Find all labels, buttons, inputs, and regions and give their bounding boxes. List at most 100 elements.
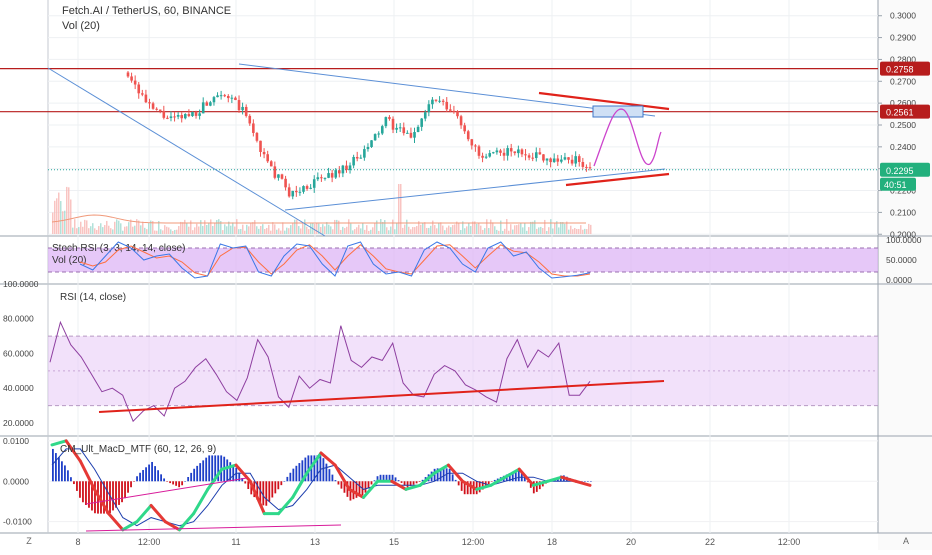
volume-bar: [116, 219, 118, 234]
candle-body: [534, 152, 538, 158]
macd-histogram-bar: [295, 465, 298, 482]
volume-bar: [320, 226, 322, 234]
macd-histogram-bar: [298, 463, 301, 482]
macd-histogram-bar: [259, 481, 262, 503]
volume-bar: [222, 230, 224, 234]
countdown-badge: [880, 177, 916, 191]
candle-body: [248, 115, 252, 124]
symbol-title[interactable]: Fetch.AI / TetherUS, 60, BINANCE: [62, 5, 232, 17]
macd-histogram-bar: [493, 479, 496, 482]
macd-histogram-bar: [373, 480, 376, 482]
macd-histogram-bar: [241, 478, 244, 482]
volume-bar: [198, 226, 200, 234]
volume-bar: [292, 223, 294, 234]
candle-body: [320, 177, 323, 179]
volume-bar: [458, 222, 460, 234]
candle-body: [295, 190, 298, 193]
macd-histogram-bar: [370, 481, 373, 485]
x-tick-label: 22: [705, 537, 715, 547]
volume-bar: [334, 219, 336, 234]
macd-line-segment: [291, 471, 309, 499]
macd-line-segment: [560, 475, 578, 483]
candle-body: [312, 179, 316, 188]
volume-bar: [470, 226, 472, 234]
macd-histogram-bar: [400, 481, 403, 483]
volume-bar: [170, 229, 172, 234]
volume-bar: [492, 222, 494, 234]
volume-bar: [466, 226, 468, 234]
volume-bar: [158, 221, 160, 234]
macd-histogram-bar: [340, 481, 343, 489]
volume-bar: [488, 228, 490, 234]
volume-bar: [290, 225, 292, 234]
volume-bar: [530, 221, 532, 234]
candle-body: [187, 114, 191, 117]
candle-body: [130, 76, 133, 81]
macd-line-segment: [64, 439, 82, 463]
macd-histogram-bar: [64, 465, 66, 482]
volume-bar: [582, 229, 584, 234]
volume-bar: [54, 200, 56, 234]
volume-bar: [476, 223, 478, 234]
volume-bar: [128, 222, 130, 234]
candle-body: [302, 186, 305, 192]
candle-body: [377, 133, 380, 135]
macd-histogram-bar: [328, 469, 331, 482]
volume-bar: [262, 224, 264, 234]
volume-bar: [572, 229, 574, 234]
volume-bar: [242, 224, 244, 234]
candle-body: [223, 95, 226, 97]
macd-line-segment: [305, 451, 323, 475]
volume-bar: [552, 228, 554, 234]
macd-histogram-bar: [244, 481, 247, 484]
macd-histogram-bar: [130, 481, 132, 488]
macd-histogram-bar: [133, 481, 135, 482]
volume-bar: [496, 229, 498, 234]
volume-bar: [354, 229, 356, 234]
volume-bar: [136, 219, 138, 234]
volume-bar: [100, 223, 102, 234]
volume-bar: [558, 227, 560, 234]
macd-histogram-bar: [520, 471, 523, 482]
volume-bar: [92, 223, 94, 234]
volume-bar: [282, 222, 284, 234]
volume-bar: [340, 229, 342, 234]
macd-histogram-bar: [226, 459, 229, 482]
candle-body: [585, 166, 588, 168]
macd-line-segment: [220, 463, 238, 471]
volume-bar: [378, 230, 380, 234]
macd-line-segment: [248, 479, 266, 516]
volume-bar: [144, 227, 146, 234]
candle-body: [141, 93, 144, 95]
macd-line-segment: [135, 504, 153, 524]
candle-body: [144, 94, 148, 103]
candle-body: [226, 96, 230, 99]
macd-histogram-bar: [334, 480, 337, 482]
macd-histogram-bar: [289, 472, 292, 482]
volume-label[interactable]: Vol (20): [62, 20, 100, 32]
candle-body: [402, 127, 406, 134]
macd-histogram-bar: [409, 481, 412, 487]
volume-bar: [434, 225, 436, 234]
macd-histogram-bar: [316, 455, 319, 482]
candle-body: [581, 162, 585, 167]
macd-histogram-bar: [184, 481, 187, 482]
candle-body: [470, 139, 474, 146]
volume-bar: [204, 220, 206, 234]
volume-bar: [524, 223, 526, 234]
volume-bar: [94, 228, 96, 234]
volume-bar: [336, 219, 338, 234]
macd-histogram-bar: [439, 468, 442, 482]
volume-bar: [218, 219, 220, 234]
volume-bar: [548, 227, 550, 234]
volume-bar: [426, 227, 428, 234]
volume-bar: [208, 222, 210, 234]
ascending-trendline: [284, 168, 666, 211]
candle-body: [441, 100, 445, 102]
candle-body: [262, 151, 266, 155]
volume-bar: [316, 222, 318, 234]
candle-body: [259, 140, 262, 152]
candle-body: [488, 153, 492, 157]
volume-bar: [192, 230, 194, 234]
